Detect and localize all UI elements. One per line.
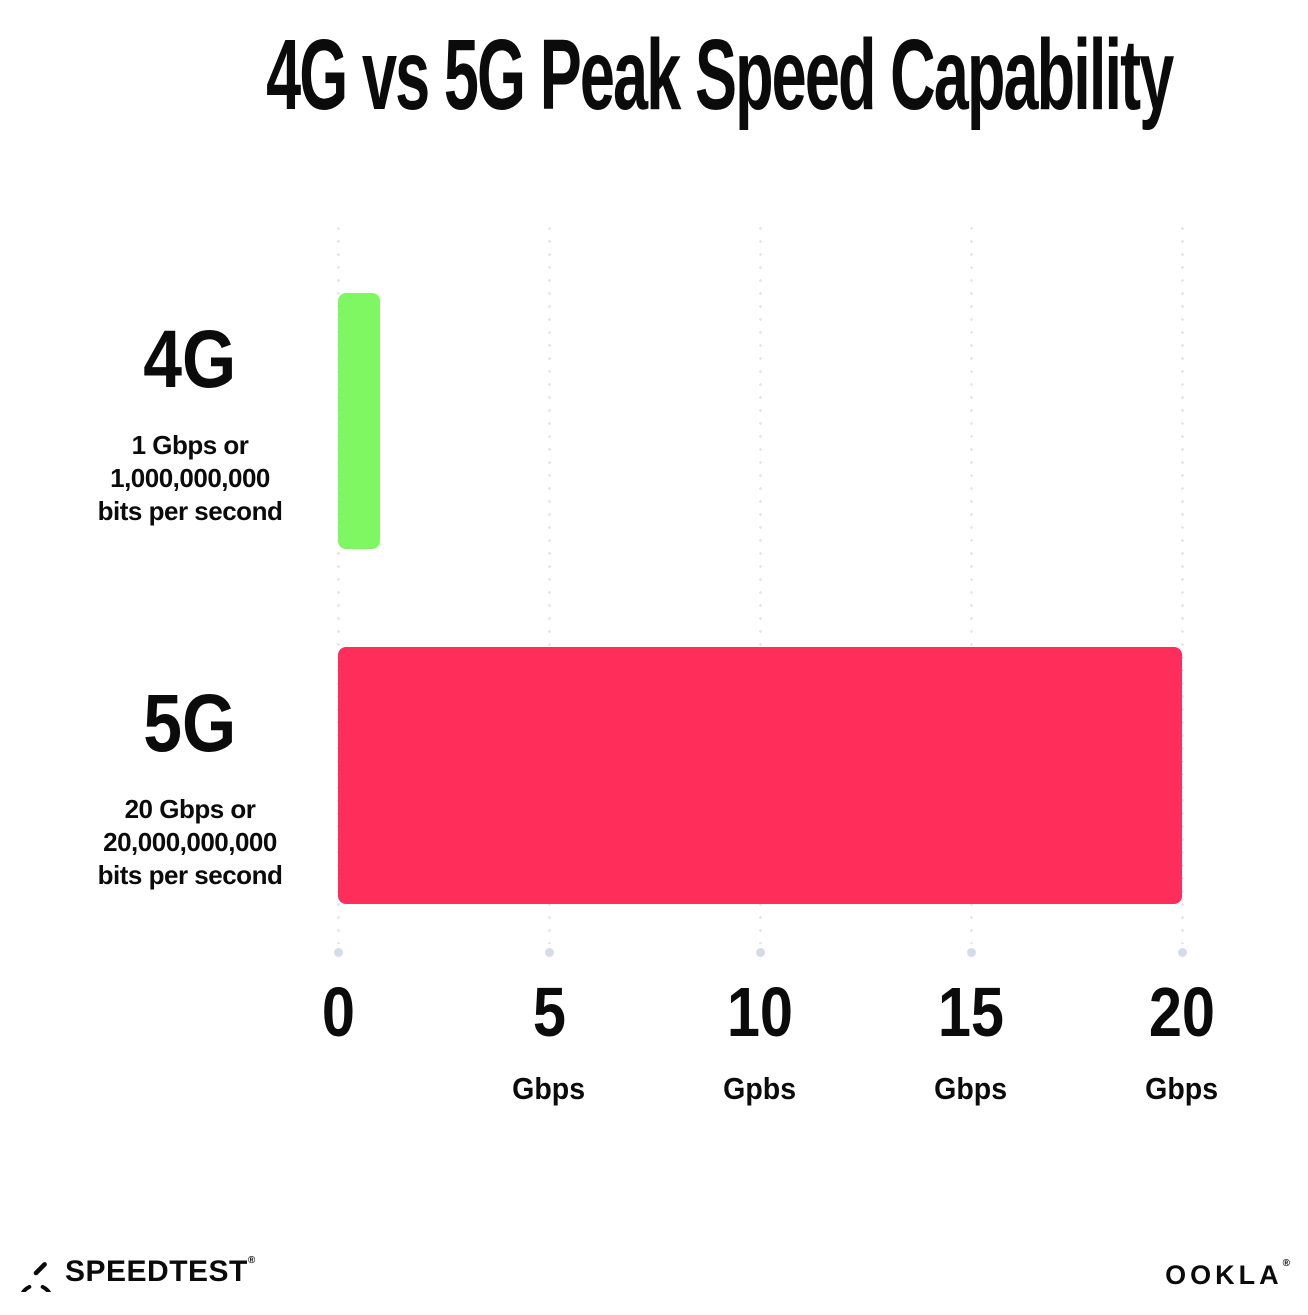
speedtest-label: SPEEDTEST: [65, 1255, 248, 1288]
gridline-5gbps: [544, 0, 554, 1315]
category-sublabel-line: 20 Gbps or: [124, 794, 256, 824]
category-sublabel-line: bits per second: [97, 496, 283, 526]
bar-4g: [338, 293, 381, 549]
x-tick-15: 15 Gbps: [861, 976, 1081, 1112]
gridline-20gbps: [1177, 0, 1187, 1315]
gridline-10gbps: [755, 0, 765, 1315]
x-tick-10: 10 Gpbs: [650, 976, 870, 1112]
x-tick-0: 0: [228, 976, 448, 1106]
x-tick-value: 15: [937, 973, 1005, 1051]
category-sublabel-line: 20,000,000,000: [103, 827, 277, 857]
x-tick-20: 20 Gbps: [1072, 976, 1292, 1112]
x-tick-unit: Gbps: [1145, 1071, 1219, 1106]
x-tick-value: 5: [532, 973, 566, 1051]
dotted-gridline: [336, 222, 340, 944]
ookla-logo: OOKLA®: [1165, 1258, 1294, 1291]
x-tick-5: 5 Gbps: [439, 976, 659, 1112]
speedtest-gauge-icon: [16, 1252, 56, 1315]
axis-tick-dot: [966, 948, 976, 957]
category-label-4g: 4G 1 Gbps or 1,000,000,000 bits per seco…: [35, 318, 345, 528]
axis-tick-dot: [1177, 948, 1187, 957]
axis-tick-dot: [333, 948, 343, 957]
gridline-0gbps: [333, 0, 343, 1315]
category-name-wrap: 5G: [35, 682, 345, 789]
ookla-label: OOKLA: [1165, 1260, 1283, 1290]
axis-tick-dot: [544, 948, 554, 957]
category-sublabel-line: 1,000,000,000: [110, 463, 270, 493]
axis-tick-dot: [755, 948, 765, 957]
registered-mark: ®: [247, 1255, 256, 1266]
category-name-5g: 5G: [143, 678, 237, 769]
category-name-wrap: 4G: [35, 318, 345, 425]
dotted-gridline: [547, 222, 551, 944]
x-tick-unit: Gpbs: [723, 1071, 797, 1106]
x-tick-value: 20: [1148, 973, 1216, 1051]
category-sublabel-line: bits per second: [97, 860, 283, 890]
bar-5g: [338, 647, 1182, 904]
page-title-text: 4G vs 5G Peak Speed Capability: [266, 19, 1174, 131]
x-tick-unit: Gbps: [934, 1071, 1008, 1106]
dotted-gridline: [1180, 222, 1184, 944]
speedtest-logo: SPEEDTEST®: [16, 1252, 256, 1315]
registered-mark: ®: [1282, 1258, 1294, 1269]
dotted-gridline: [969, 222, 973, 944]
page-title: 4G vs 5G Peak Speed Capability: [0, 18, 1308, 133]
gridline-15gbps: [966, 0, 976, 1315]
dotted-gridline: [758, 222, 762, 944]
x-tick-value: 10: [726, 973, 794, 1051]
category-name-4g: 4G: [143, 314, 237, 405]
category-sublabel-line: 1 Gbps or: [131, 430, 249, 460]
category-label-5g: 5G 20 Gbps or 20,000,000,000 bits per se…: [35, 682, 345, 892]
x-tick-unit: Gbps: [512, 1071, 586, 1106]
speedtest-wordmark: SPEEDTEST®: [65, 1255, 256, 1289]
x-tick-value: 0: [321, 973, 355, 1051]
